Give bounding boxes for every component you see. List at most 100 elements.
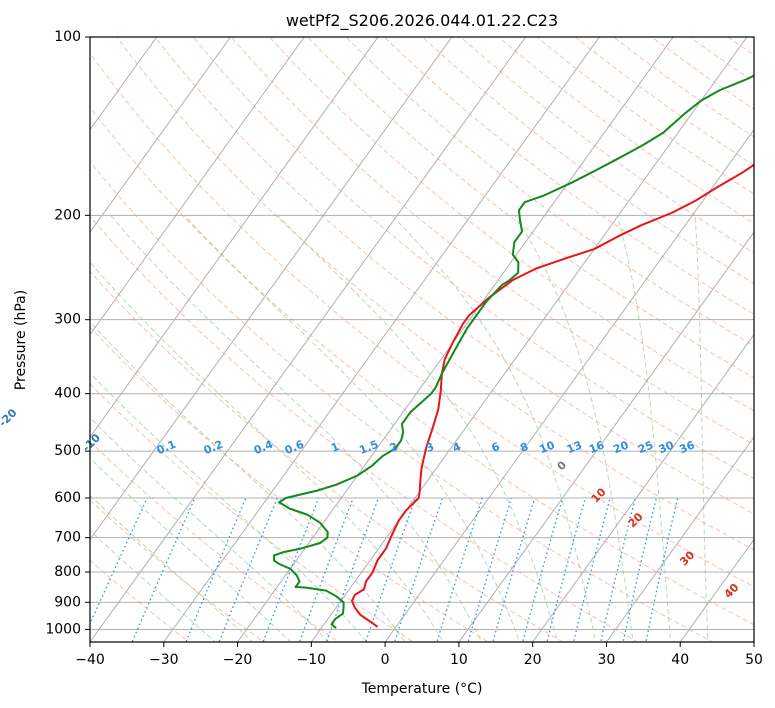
x-tick-label: 20 xyxy=(524,652,542,668)
dry-adiabat-line xyxy=(689,37,754,83)
y-tick-label: 300 xyxy=(54,312,81,328)
isotherm-line xyxy=(384,128,754,642)
mixing-ratio-label: 16 xyxy=(587,438,606,456)
mixing-ratio-label: 2 xyxy=(388,440,400,455)
mixing-ratio-label: 3 xyxy=(424,440,436,455)
mixing-ratio-label: 10 xyxy=(538,438,557,456)
mixing-ratio-label: 30 xyxy=(657,438,676,456)
mixing-ratio-line xyxy=(218,497,278,642)
x-tick-label: −20 xyxy=(223,652,253,668)
isotherm-line xyxy=(310,37,748,642)
moist-adiabat-line xyxy=(90,494,254,642)
y-tick-label: 400 xyxy=(54,386,81,402)
isotherm-line xyxy=(605,436,754,642)
mixing-ratio-line xyxy=(572,497,611,642)
mixing-ratio-line xyxy=(365,497,417,642)
moist-adiabat-label: 10 xyxy=(589,485,609,505)
x-axis-label: Temperature (°C) xyxy=(361,681,483,697)
x-tick-label: 0 xyxy=(381,652,390,668)
dry-adiabat-label: -20 xyxy=(0,406,20,429)
dry-adiabat-line xyxy=(728,10,775,654)
background-lines xyxy=(90,10,775,654)
moist-adiabat-label: 20 xyxy=(626,510,646,530)
moist-adiabat-line xyxy=(90,457,292,642)
mixing-ratio-label: 1.5 xyxy=(357,438,380,457)
dry-adiabat-line xyxy=(90,270,565,642)
isotherm-line xyxy=(90,37,527,642)
isotherm-line xyxy=(458,231,754,642)
dry-adiabat-line xyxy=(90,52,754,588)
dry-adiabat-line xyxy=(90,440,340,642)
mixing-ratio-label: 4 xyxy=(451,440,463,455)
mixing-ratio-line xyxy=(262,497,320,642)
isotherm-line xyxy=(163,37,600,642)
mixing-ratio-label: 36 xyxy=(678,438,697,456)
moist-adiabat-line xyxy=(90,372,368,642)
dry-adiabat-line xyxy=(345,37,754,347)
x-tick-label: 30 xyxy=(598,652,616,668)
moist-adiabat-label: 40 xyxy=(722,581,742,601)
mixing-ratio-label: 20 xyxy=(611,438,630,456)
moist-adiabat-label: 30 xyxy=(677,548,697,568)
dry-adiabat-line xyxy=(90,383,415,642)
mixing-ratio-line xyxy=(436,497,483,642)
moist-adiabat-line xyxy=(514,215,634,642)
mixing-ratio-label: 1 xyxy=(329,440,341,455)
y-tick-label: 200 xyxy=(54,207,81,223)
isotherm-line xyxy=(90,37,305,336)
x-tick-label: 50 xyxy=(745,652,763,668)
mixing-ratio-line xyxy=(393,497,444,642)
y-tick-label: 1000 xyxy=(45,621,81,637)
mixing-ratio-line xyxy=(325,497,380,642)
chart-title: wetPf2_S206.2026.044.01.22.C23 xyxy=(286,11,558,31)
plot-frame xyxy=(89,36,755,643)
dry-adiabat-line xyxy=(90,499,265,642)
isotherm-line xyxy=(90,37,379,438)
isotherm-line xyxy=(532,333,754,642)
y-tick-label: 700 xyxy=(54,530,81,546)
profile-line xyxy=(273,74,754,629)
mixing-ratio-line xyxy=(298,497,354,642)
moist-adiabat-line xyxy=(184,214,521,642)
y-tick-label: 800 xyxy=(54,564,81,580)
x-tick-label: 10 xyxy=(450,652,468,668)
y-tick-label: 900 xyxy=(54,594,81,610)
moist-adiabat-line xyxy=(90,321,406,642)
moist-adiabat-line xyxy=(90,261,444,642)
mixing-ratio-line xyxy=(131,497,196,642)
profile-line xyxy=(350,163,754,628)
dry-adiabat-line xyxy=(90,106,754,626)
y-axis: 100 200 300 400 500 600 700 800 900 1000 xyxy=(45,29,90,637)
moist-adiabat-label: 0 xyxy=(555,458,570,473)
mixing-ratio-label: 0.4 xyxy=(252,438,275,457)
dry-adiabat-line xyxy=(498,37,754,224)
series-lines xyxy=(273,74,754,629)
y-tick-label: 500 xyxy=(54,443,81,459)
y-tick-label: 600 xyxy=(54,490,81,506)
mixing-ratio-line xyxy=(90,497,148,626)
moist-adiabat-line xyxy=(276,214,559,642)
mixing-ratio-label: 13 xyxy=(565,439,584,457)
isotherm-line xyxy=(753,641,754,642)
plot-area xyxy=(90,10,775,654)
x-tick-label: −30 xyxy=(149,652,179,668)
dry-adiabat-line xyxy=(90,559,190,642)
y-axis-label: Pressure (hPa) xyxy=(13,290,29,390)
isotherm-line xyxy=(90,37,453,541)
moist-adiabat-line xyxy=(90,417,330,642)
moist-adiabat-line xyxy=(391,214,597,642)
dry-adiabat-line xyxy=(307,37,754,379)
dry-adiabat-line xyxy=(421,37,754,284)
mixing-ratio-line xyxy=(546,497,586,642)
dry-adiabat-line xyxy=(116,37,754,551)
x-tick-label: −10 xyxy=(297,652,327,668)
mixing-ratio-line xyxy=(492,497,536,642)
mixing-ratio-line xyxy=(185,497,247,642)
dry-adiabat-line xyxy=(727,37,754,56)
mixing-ratio-label: 25 xyxy=(636,439,655,457)
dry-adiabat-line xyxy=(459,37,754,254)
dry-adiabat-line xyxy=(90,326,490,642)
moist-adiabat-line xyxy=(110,215,483,642)
dry-adiabat-line xyxy=(90,215,639,642)
